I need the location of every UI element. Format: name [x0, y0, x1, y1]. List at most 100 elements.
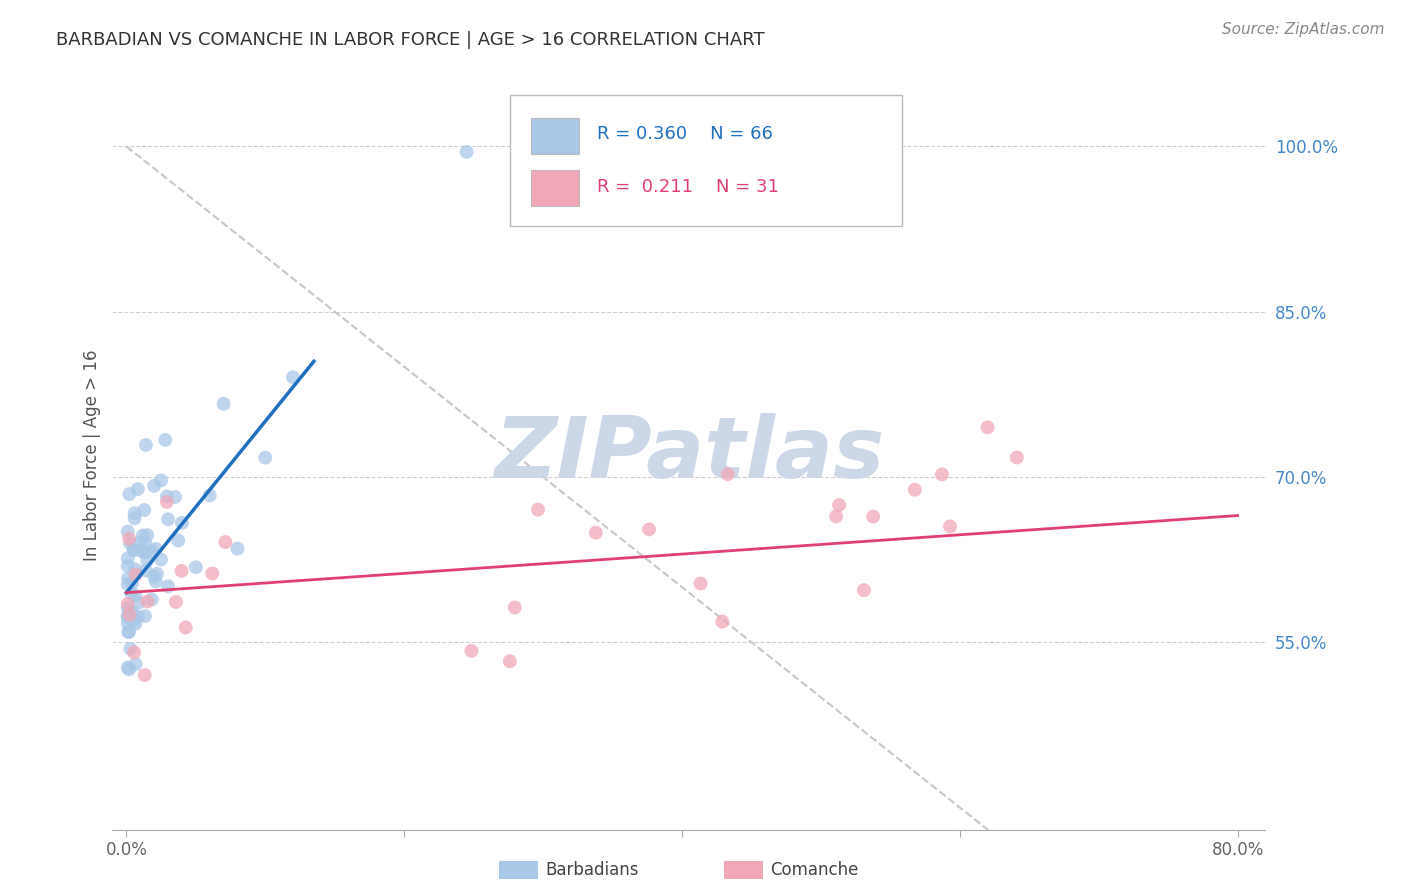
Point	[163, 490, 186, 504]
Point	[585, 525, 607, 540]
Text: Source: ZipAtlas.com: Source: ZipAtlas.com	[1222, 22, 1385, 37]
Point	[174, 620, 197, 634]
Point	[862, 509, 884, 524]
Point	[198, 488, 221, 502]
Point	[281, 370, 304, 384]
Point	[125, 567, 148, 582]
Point	[136, 528, 159, 542]
Point	[120, 641, 142, 656]
Point	[689, 576, 711, 591]
Point	[124, 657, 146, 672]
Point	[170, 516, 193, 530]
Point	[145, 542, 167, 557]
Point	[150, 474, 173, 488]
Point	[134, 536, 156, 550]
Point	[124, 616, 146, 631]
Point	[117, 577, 139, 591]
Point	[121, 605, 143, 619]
Point	[143, 479, 166, 493]
Point	[117, 660, 139, 674]
Point	[135, 438, 157, 452]
Point	[134, 668, 156, 682]
Text: Barbadians: Barbadians	[546, 861, 640, 879]
Point	[143, 569, 166, 583]
Point	[122, 542, 145, 557]
Point	[976, 420, 998, 434]
Point	[117, 559, 139, 574]
Point	[165, 595, 187, 609]
Point	[117, 597, 139, 611]
Point	[201, 566, 224, 581]
Point	[155, 433, 177, 447]
Point	[134, 546, 156, 560]
Point	[121, 587, 143, 601]
Point	[157, 512, 180, 526]
Point	[456, 145, 478, 159]
Point	[711, 615, 734, 629]
Point	[118, 624, 141, 639]
Point	[118, 532, 141, 546]
Point	[503, 600, 526, 615]
Point	[135, 564, 157, 578]
Point	[134, 503, 156, 517]
FancyBboxPatch shape	[531, 118, 579, 153]
Point	[136, 594, 159, 608]
Point	[226, 541, 249, 556]
Point	[131, 528, 153, 542]
Point	[134, 609, 156, 624]
Point	[212, 397, 235, 411]
Point	[931, 467, 953, 482]
Text: Comanche: Comanche	[770, 861, 859, 879]
Point	[131, 544, 153, 558]
Text: ZIPatlas: ZIPatlas	[494, 413, 884, 497]
Point	[527, 502, 550, 516]
Point	[150, 552, 173, 566]
Point	[141, 544, 163, 558]
Point	[717, 467, 740, 482]
Point	[117, 625, 139, 640]
Point	[117, 616, 139, 631]
Point	[117, 524, 139, 539]
Point	[117, 610, 139, 624]
Point	[146, 566, 169, 581]
Point	[852, 583, 875, 598]
Point	[825, 509, 848, 524]
Point	[157, 579, 180, 593]
Point	[184, 560, 207, 574]
Point	[127, 609, 149, 624]
Point	[117, 551, 139, 566]
Point	[939, 519, 962, 533]
Point	[118, 607, 141, 622]
Point	[121, 576, 143, 591]
Point	[117, 571, 139, 585]
Text: BARBADIAN VS COMANCHE IN LABOR FORCE | AGE > 16 CORRELATION CHART: BARBADIAN VS COMANCHE IN LABOR FORCE | A…	[56, 31, 765, 49]
Point	[214, 535, 236, 549]
Text: R =  0.211    N = 31: R = 0.211 N = 31	[596, 178, 779, 195]
Point	[118, 487, 141, 501]
Point	[124, 506, 146, 520]
Point	[156, 490, 179, 504]
Point	[117, 601, 139, 615]
Point	[118, 607, 141, 621]
Point	[127, 482, 149, 496]
Point	[499, 654, 522, 668]
Point	[828, 498, 851, 512]
Point	[124, 511, 146, 525]
Point	[460, 644, 482, 658]
Point	[120, 536, 142, 550]
Point	[136, 553, 159, 567]
Point	[122, 543, 145, 558]
Point	[254, 450, 277, 465]
Point	[1005, 450, 1028, 465]
Point	[122, 645, 145, 659]
Point	[170, 564, 193, 578]
Point	[117, 609, 139, 624]
Point	[167, 533, 190, 548]
Point	[141, 592, 163, 607]
Point	[145, 574, 167, 589]
Point	[124, 589, 146, 603]
Point	[128, 596, 150, 610]
Point	[124, 562, 146, 576]
Point	[118, 662, 141, 676]
Point	[122, 614, 145, 628]
